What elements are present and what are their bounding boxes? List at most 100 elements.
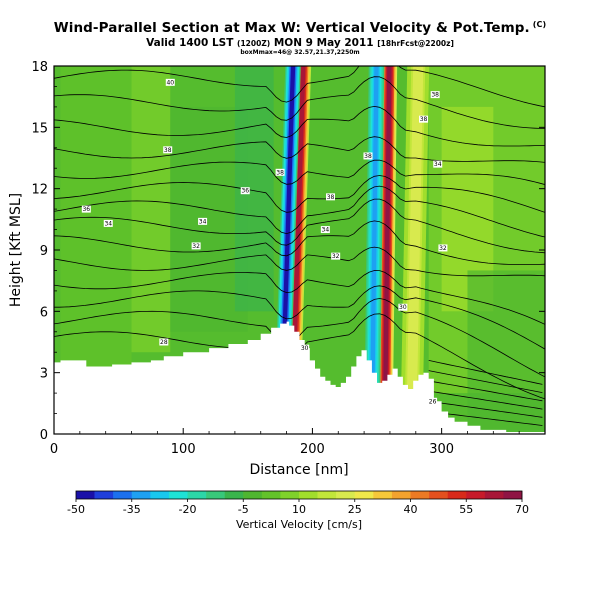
contour-label-text: 38 [276,169,284,176]
contour-label-box [159,338,169,346]
colorbar-tick-label: -35 [123,503,141,516]
x-tick-label: 100 [171,442,196,457]
x-tick-label: 0 [50,442,58,457]
contour-label: 38 [326,193,336,201]
contour-label-text: 30 [301,345,309,352]
contour-label-text: 32 [439,245,447,252]
colorbar-swatch [391,491,411,499]
downdraft-right-band [369,66,379,434]
colorbar-swatch [373,491,393,499]
colorbar-swatch [410,491,430,499]
colorbar-swatch [261,491,281,499]
contour-label-box [300,344,310,352]
valid-fcst: [18hrFcst@2200z] [377,39,454,48]
colorbar-swatch [317,491,337,499]
contour-label: 28 [159,338,169,346]
theta-contour-low [428,400,543,418]
contour-label-text: 38 [327,194,335,201]
contour-label-box [81,205,91,213]
colorbar-swatch [187,491,207,499]
w-field-region [131,66,171,353]
contour-label-box [433,160,443,168]
y-tick-label: 12 [31,183,48,198]
theta-contour [54,66,545,108]
colorbar-swatch [243,491,263,499]
chart-title: Wind-Parallel Section at Max W: Vertical… [0,20,600,36]
contour-label-text: 38 [431,92,439,99]
contour-label-box [198,217,208,225]
colorbar-swatch [206,491,225,499]
theta-contour-low [428,360,543,385]
valid-date: MON 9 May 2011 [273,37,374,49]
contour-label: 32 [191,242,201,250]
theta-contour [54,136,545,163]
colorbar-tick-label: 40 [404,503,418,516]
contour-label: 40 [165,78,175,86]
contour-label: 32 [331,252,341,260]
contour-label: 34 [320,226,330,234]
contour-label-box [438,244,448,252]
colorbar-tick-label: -50 [67,503,85,516]
contour-label-box [428,397,438,405]
colorbar-swatch [76,491,95,499]
updraft-right-band [382,66,392,434]
contour-label: 38 [363,152,373,160]
colorbar-swatch [447,491,467,499]
contour-label-text: 38 [420,116,428,123]
contour-label-box [275,168,285,176]
theta-contour [54,105,545,147]
y-axis-label: Height [Kft MSL] [8,193,24,307]
theta-contour-low [428,380,543,402]
colorbar-swatch [336,491,356,499]
colorbar-swatch [150,491,170,499]
colorbar-swatch [224,491,244,499]
colorbar-swatch [299,491,318,499]
colorbar-swatch [168,491,188,499]
valid-utc: (1200Z) [237,39,271,48]
title-mark: (C) [532,20,547,29]
y-tick-label: 0 [40,428,48,443]
contour-label-text: 28 [160,339,168,346]
y-tick-label: 3 [40,367,48,382]
colorbar-swatch [429,491,448,499]
contour-label: 30 [398,303,408,311]
theta-contour [54,175,545,213]
theta-contour [54,246,545,277]
colorbar-tick-label: -5 [238,503,249,516]
contour-label-box [165,78,175,86]
colorbar-swatch [503,491,523,499]
contour-label: 38 [163,146,173,154]
contour-label-text: 34 [434,161,442,168]
contour-label: 34 [198,217,208,225]
colorbar-tick-label: -20 [179,503,197,516]
colorbar-tick-label: 25 [348,503,362,516]
contour-label: 36 [240,187,250,195]
y-tick-label: 15 [31,121,48,136]
w-field-region [467,270,545,434]
contour-label-text: 38 [364,153,372,160]
colorbar-title: Vertical Velocity [cm/s] [236,518,362,531]
box-max-line: boxMmax=46@ 32.57,21.37,2250m [240,49,360,56]
contour-label: 34 [433,160,443,168]
contour-label-text: 26 [429,398,437,405]
contour-label-box [331,252,341,260]
terrain-mask [54,321,545,434]
theta-contour [54,270,545,325]
contour-label-box [419,115,429,123]
theta-contour [54,76,545,129]
colorbar-tick-label: 10 [292,503,306,516]
contour-label-box [320,226,330,234]
colorbar-swatch [484,491,504,499]
contour-label-text: 32 [332,253,340,260]
colorbar-swatch [354,491,374,499]
contour-label: 36 [81,205,91,213]
contour-label-box [326,193,336,201]
contour-label: 30 [300,344,310,352]
valid-time-line: Valid 1400 LST (1200Z) MON 9 May 2011 [1… [0,37,600,49]
colorbar-swatch [131,491,151,499]
contour-label-box [191,242,201,250]
colorbar-swatch [94,491,114,499]
theta-contour [54,159,545,185]
theta-contour [54,185,545,238]
